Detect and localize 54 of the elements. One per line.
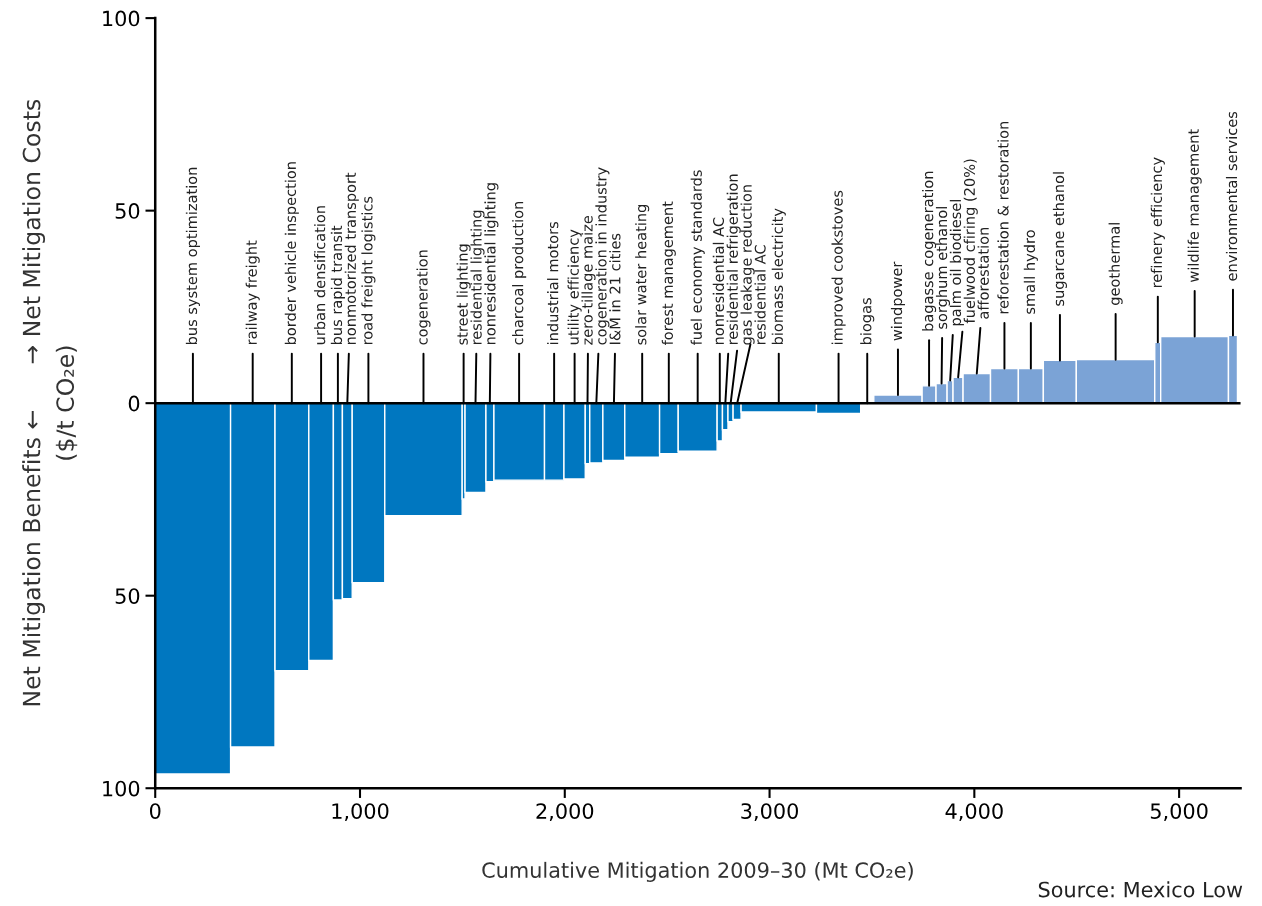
annotation: fuel economy standards — [690, 170, 705, 346]
annotation: sorghum ethanol — [935, 207, 951, 329]
annotation: environmental services — [1225, 111, 1238, 281]
x-tick-label: 2,000 — [536, 803, 594, 822]
annotation: small hydro — [1023, 230, 1038, 314]
annotation: gas leakage reduction — [740, 185, 755, 345]
annotation: nonresidential lighting — [484, 183, 499, 345]
x-tick-label: 3,000 — [741, 803, 798, 822]
annotation: residential refrigeration — [726, 174, 741, 345]
annotation: biogas — [860, 298, 875, 345]
y-tick-label: 100 — [103, 10, 140, 27]
x-tick-label: 5,000 — [1150, 803, 1208, 822]
annotation: reforestation & restoration — [997, 121, 1009, 314]
annotation: improved cookstoves — [831, 190, 846, 345]
annotation: afforestation — [977, 227, 989, 319]
annotation: industrial motors — [547, 221, 559, 345]
annotation: forest management — [661, 201, 676, 346]
x-tick-label: 0 — [149, 803, 161, 819]
annotation: biomass electricity — [771, 208, 786, 345]
annotation: solar water heating — [635, 204, 650, 345]
annotation: cogeneration in industry — [595, 167, 610, 345]
annotation: sugarcane ethanol — [1052, 172, 1067, 306]
annotation: zero-tillage maize — [581, 215, 596, 345]
annotation: charcoal production — [512, 201, 527, 345]
y-tick-label: 100 — [103, 780, 140, 797]
annotation: fuelwood cfiring (20%) — [963, 159, 978, 324]
annotation: cogeneration — [416, 250, 431, 345]
y-axis-title: Net Mitigation Benefits ← → Net Mitigation Costs ($/t CO₂e) — [22, 99, 78, 706]
annotation: bus rapid transit — [330, 225, 345, 345]
annotation: I&M in 21 cities — [609, 233, 621, 344]
annotation: refinery efficiency — [1150, 157, 1165, 288]
source-note: Source: Mexico Low — [1038, 881, 1243, 898]
annotation: border vehicle inspection — [284, 162, 299, 345]
annotation: utility efficiency — [567, 229, 582, 345]
x-tick-label: 1,000 — [332, 803, 389, 822]
annotation: nonmotorized transport — [344, 172, 359, 345]
annotation: bus system optimization — [185, 167, 200, 345]
y-tick-label: 0 — [128, 395, 140, 412]
x-tick-label: 4,000 — [945, 803, 1003, 822]
annotation: geothermal — [1108, 223, 1123, 305]
annotation: residential lighting — [470, 210, 485, 345]
annotation: nonresidential AC — [712, 217, 725, 345]
annotation: residential AC — [754, 245, 766, 345]
annotation: palm oil biodiesel — [949, 200, 964, 326]
annotation: bagasse cogeneration — [922, 171, 937, 331]
annotation: windpower — [890, 261, 906, 341]
x-axis-title: Cumulative Mitigation 2009–30 (Mt CO₂e) — [482, 861, 913, 883]
annotation: urban densification — [314, 206, 326, 345]
y-tick-label: 50 — [115, 588, 140, 604]
y-tick-label: 50 — [115, 203, 140, 219]
annotation: road freight logistics — [361, 196, 376, 345]
annotation: street lighting — [456, 244, 471, 345]
annotation: railway freight — [245, 240, 260, 345]
annotation: wildlife management — [1187, 129, 1202, 283]
